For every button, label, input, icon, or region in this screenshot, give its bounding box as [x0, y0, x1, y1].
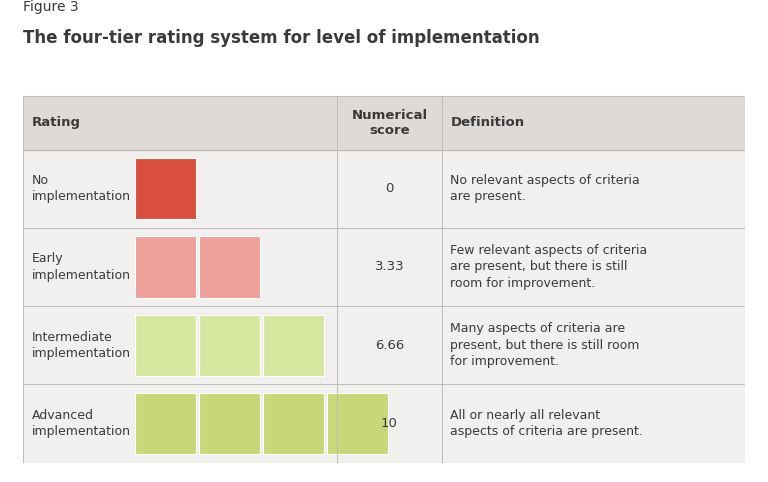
Bar	[327, 393, 388, 454]
Bar	[135, 393, 196, 454]
Bar	[263, 393, 324, 454]
Text: Rating: Rating	[31, 117, 81, 130]
Bar	[263, 315, 324, 376]
Bar	[23, 385, 745, 463]
Text: 6.66: 6.66	[375, 339, 404, 352]
Bar	[199, 393, 260, 454]
Text: Advanced
implementation: Advanced implementation	[31, 409, 131, 438]
Text: 3.33: 3.33	[375, 260, 404, 273]
Text: 0: 0	[386, 182, 394, 195]
Text: Many aspects of criteria are
present, but there is still room
for improvement.: Many aspects of criteria are present, bu…	[450, 322, 640, 368]
Text: Intermediate
implementation: Intermediate implementation	[31, 331, 131, 360]
Text: No
implementation: No implementation	[31, 174, 131, 203]
Bar	[23, 306, 745, 385]
Text: The four-tier rating system for level of implementation: The four-tier rating system for level of…	[23, 29, 540, 47]
Text: No relevant aspects of criteria
are present.: No relevant aspects of criteria are pres…	[450, 174, 641, 203]
Bar	[135, 315, 196, 376]
Bar	[23, 96, 745, 149]
Text: 10: 10	[381, 417, 398, 430]
Text: All or nearly all relevant
aspects of criteria are present.: All or nearly all relevant aspects of cr…	[450, 409, 644, 438]
Text: Numerical
score: Numerical score	[351, 109, 428, 137]
Bar	[199, 315, 260, 376]
Text: Figure 3: Figure 3	[23, 0, 78, 14]
Text: Definition: Definition	[450, 117, 525, 130]
Bar	[135, 237, 196, 297]
Bar	[135, 158, 196, 219]
Text: Few relevant aspects of criteria
are present, but there is still
room for improv: Few relevant aspects of criteria are pre…	[450, 244, 647, 290]
Bar	[199, 237, 260, 297]
Text: Early
implementation: Early implementation	[31, 252, 131, 281]
Bar	[23, 228, 745, 306]
Bar	[23, 149, 745, 228]
